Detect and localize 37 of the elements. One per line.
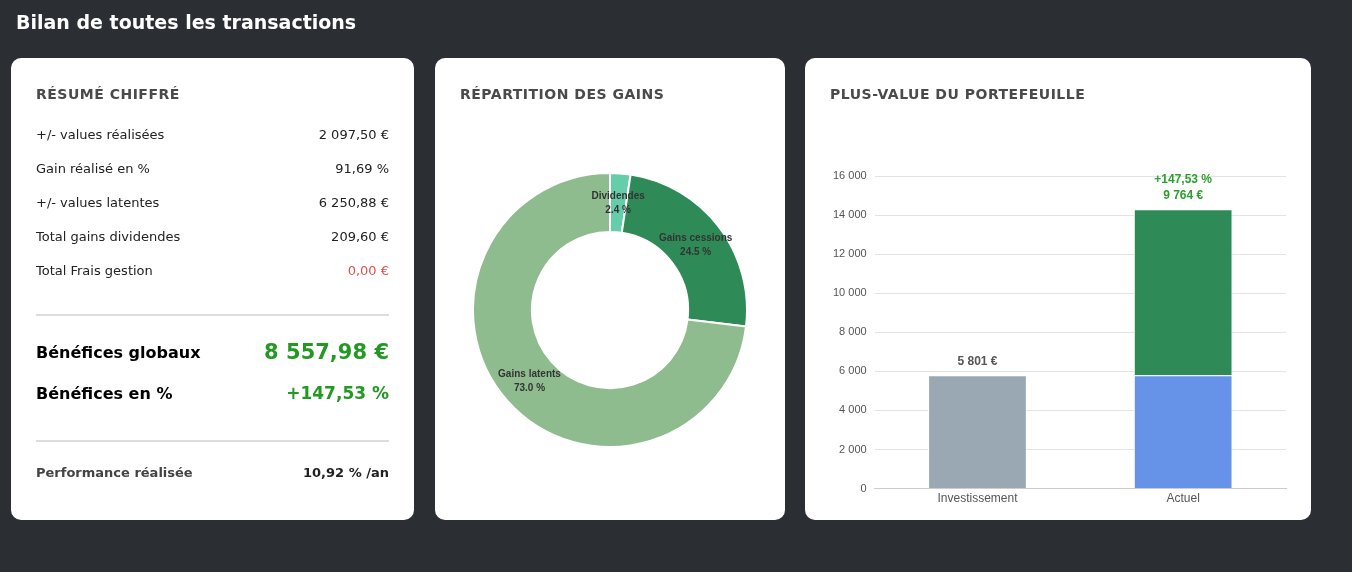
text: +/- values réalisées bbox=[36, 126, 165, 142]
text: RÉSUMÉ CHIFFRÉ bbox=[36, 86, 180, 102]
text: Bénéfices globaux bbox=[36, 342, 201, 362]
text: 6 250,88 € bbox=[318, 194, 389, 210]
chart-title: RÉPARTITION DES GAINS bbox=[460, 86, 665, 102]
data-label: 5 801 € bbox=[957, 354, 998, 369]
text: Gain réalisé en % bbox=[36, 160, 150, 176]
text: 2 097,50 € bbox=[318, 126, 389, 142]
chart-title: PLUS-VALUE DU PORTEFEUILLE bbox=[830, 86, 1086, 102]
text: Performance réalisée bbox=[36, 464, 193, 480]
y-tick-label: 6 000 bbox=[839, 364, 867, 377]
text: 10,92 % /an bbox=[303, 464, 389, 480]
text: +/- values latentes bbox=[36, 194, 160, 210]
y-tick-label: 0 bbox=[860, 481, 867, 494]
y-tick-label: 4 000 bbox=[839, 403, 867, 416]
text: Total Frais gestion bbox=[36, 262, 153, 278]
y-tick-label: 8 000 bbox=[839, 325, 867, 338]
text: 91,69 % bbox=[335, 160, 389, 176]
data-label: 24.5 % bbox=[680, 245, 712, 257]
text: 0,00 € bbox=[347, 262, 389, 278]
text: 209,60 € bbox=[331, 228, 389, 244]
y-tick-label: 12 000 bbox=[832, 247, 867, 260]
annotation: 9 764 € bbox=[1163, 188, 1204, 203]
y-tick-label: 14 000 bbox=[832, 208, 867, 221]
text: +147,53 % bbox=[286, 383, 389, 403]
text: 8 557,98 € bbox=[264, 340, 389, 364]
data-label: 73.0 % bbox=[513, 382, 546, 394]
text: Total gains dividendes bbox=[36, 228, 181, 244]
x-tick-label: Actuel bbox=[1166, 491, 1200, 506]
y-tick-label: 2 000 bbox=[839, 442, 867, 455]
annotation: +147,53 % bbox=[1154, 172, 1213, 187]
y-tick-label: 10 000 bbox=[832, 286, 867, 299]
y-tick-label: 16 000 bbox=[832, 169, 867, 182]
text: Bénéfices en % bbox=[36, 383, 173, 403]
x-tick-label: Investissement bbox=[937, 491, 1019, 506]
text: Bilan de toutes les transactions bbox=[16, 11, 357, 33]
slice-label: Gains latents bbox=[498, 368, 562, 380]
